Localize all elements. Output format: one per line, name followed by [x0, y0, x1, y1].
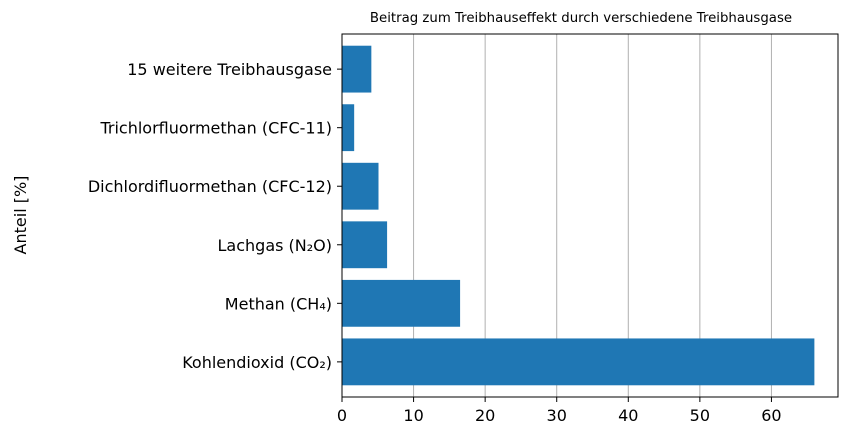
- x-tick-label: 30: [547, 406, 567, 425]
- bars: [342, 45, 815, 386]
- bar: [342, 221, 388, 269]
- bar: [342, 45, 372, 93]
- x-tick-label: 0: [337, 406, 347, 425]
- bar: [342, 162, 379, 210]
- y-tick-label: 15 weitere Treibhausgase: [127, 60, 332, 79]
- plot-frame: [341, 33, 839, 398]
- y-axis-label: Anteil [%]: [11, 176, 30, 255]
- bar: [342, 104, 355, 152]
- y-tick-label: Methan (CH₄): [225, 294, 332, 313]
- x-tick-label: 40: [618, 406, 638, 425]
- x-tick-label: 50: [690, 406, 710, 425]
- y-tick-label: Kohlendioxid (CO₂): [182, 353, 332, 372]
- y-tick-label: Trichlorfluormethan (CFC-11): [99, 119, 332, 138]
- chart-title: Beitrag zum Treibhauseffekt durch versch…: [370, 11, 792, 26]
- bar: [342, 338, 815, 386]
- x-tick-label: 60: [761, 406, 781, 425]
- x-axis-ticks: 0 10 20 30 40 50 60: [337, 397, 782, 425]
- bar: [342, 279, 461, 327]
- y-tick-label: Dichlordifluormethan (CFC-12): [88, 177, 332, 196]
- y-tick-label: Lachgas (N₂O): [218, 236, 333, 255]
- x-tick-label: 10: [403, 406, 423, 425]
- y-axis-ticks: Kohlendioxid (CO₂) Methan (CH₄) Lachgas (N…: [88, 60, 342, 372]
- x-tick-label: 20: [475, 406, 495, 425]
- grid-lines: [341, 34, 772, 397]
